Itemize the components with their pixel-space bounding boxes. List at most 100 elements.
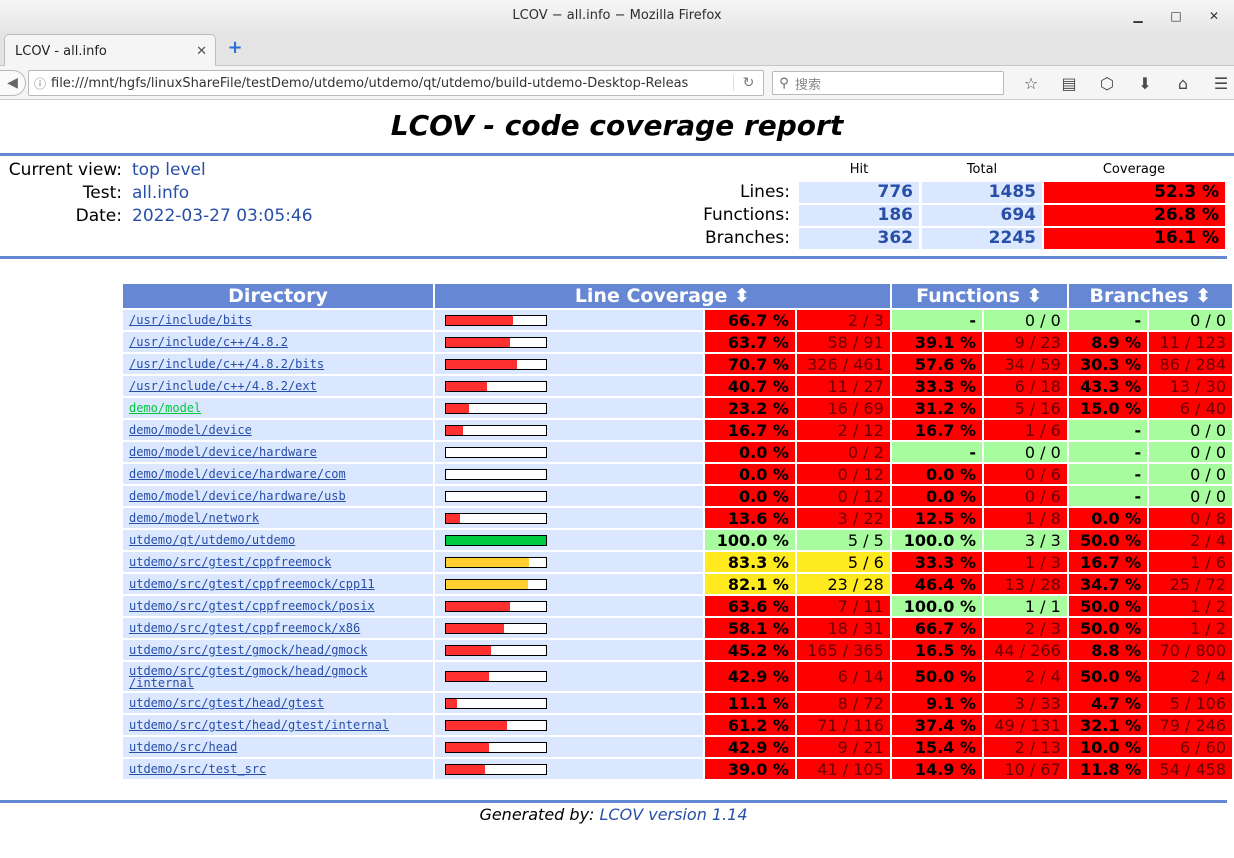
table-row: utdemo/src/gtest/gmock/head/gmock 45.2 % 1…	[123, 640, 1232, 660]
branch-coverage-percent: 50.0 %	[1068, 530, 1148, 550]
info-icon[interactable]: ⓘ	[33, 76, 46, 91]
function-coverage-percent: 100.0 %	[891, 596, 982, 616]
directory-header[interactable]: Directory	[123, 284, 434, 308]
line-coverage-count: 5 / 5	[796, 530, 890, 550]
directory-link[interactable]: utdemo/src/gtest/cppfreemock/cpp11	[129, 577, 375, 591]
close-icon[interactable]: ✕	[1208, 9, 1220, 23]
directory-link[interactable]: utdemo/src/head	[129, 740, 238, 754]
function-coverage-count: 2 / 4	[984, 662, 1067, 691]
function-coverage-percent: 0.0 %	[891, 486, 982, 506]
directory-link[interactable]: utdemo/src/gtest/head/gtest	[129, 696, 325, 710]
table-row: utdemo/src/head 42.9 % 9 / 21 15.4 % 2 / 13 1…	[123, 737, 1232, 757]
reading-list-icon[interactable]: ▤	[1061, 73, 1077, 93]
branch-coverage-percent: 11.8 %	[1068, 759, 1148, 779]
branch-coverage-percent: 10.0 %	[1068, 737, 1148, 757]
directory-link[interactable]: demo/model/device/hardware/usb	[129, 489, 346, 503]
directory-link[interactable]: utdemo/src/test_src	[129, 762, 267, 776]
coverage-bar	[445, 556, 548, 568]
line-coverage-count: 0 / 12	[796, 464, 890, 484]
new-tab-icon[interactable]: +	[227, 37, 243, 58]
line-coverage-header[interactable]: Line Coverage ⬍	[435, 284, 890, 308]
url-text[interactable]: file:///mnt/hgfs/linuxShareFile/testDemo…	[51, 75, 689, 91]
coverage-bar-cell	[435, 376, 703, 396]
function-coverage-percent: 100.0 %	[891, 530, 982, 550]
branches-header[interactable]: Branches ⬍	[1068, 284, 1232, 308]
tab-lcov[interactable]: LCOV - all.info ✕	[4, 34, 216, 67]
coverage-bar	[445, 490, 548, 502]
line-coverage-percent: 42.9 %	[704, 737, 795, 757]
pocket-icon[interactable]: ⬡	[1100, 73, 1114, 93]
branch-coverage-count: 70 / 800	[1149, 640, 1232, 660]
branch-coverage-percent: 43.3 %	[1068, 376, 1148, 396]
branch-coverage-percent: 50.0 %	[1068, 596, 1148, 616]
function-coverage-count: 1 / 1	[984, 596, 1067, 616]
tab-close-icon[interactable]: ✕	[196, 43, 207, 59]
directory-link[interactable]: demo/model/device/hardware/com	[129, 467, 346, 481]
header-ruler	[0, 153, 1234, 156]
functions-header[interactable]: Functions ⬍	[891, 284, 1067, 308]
minimize-icon[interactable]: ▁	[1133, 9, 1143, 23]
branch-coverage-count: 0 / 0	[1149, 420, 1232, 440]
directory-link[interactable]: /usr/include/c++/4.8.2/bits	[129, 357, 325, 371]
coverage-bar	[445, 644, 548, 656]
function-coverage-percent: 33.3 %	[891, 552, 982, 572]
lcov-version-link[interactable]: LCOV version 1.14	[599, 805, 748, 824]
directory-link[interactable]: utdemo/src/gtest/gmock/head/gmock	[129, 643, 368, 657]
line-coverage-count: 9 / 21	[796, 737, 890, 757]
directory-link[interactable]: utdemo/qt/utdemo/utdemo	[129, 533, 296, 547]
coverage-bar-cell	[435, 420, 703, 440]
coverage-bar	[445, 336, 548, 348]
coverage-bar-fill	[446, 720, 508, 730]
directory-link[interactable]: /usr/include/c++/4.8.2	[129, 335, 288, 349]
summary-coverage-header: Coverage	[1102, 162, 1166, 177]
directory-table: Directory Line Coverage ⬍ Functions ⬍ Br…	[121, 282, 1234, 781]
line-coverage-percent: 58.1 %	[704, 618, 795, 638]
coverage-bar	[445, 600, 548, 612]
function-coverage-percent: 12.5 %	[891, 508, 982, 528]
search-input[interactable]: ⚲ 搜索	[772, 71, 1004, 95]
directory-link[interactable]: utdemo/src/gtest/gmock/head/gmock /inter…	[129, 663, 368, 690]
function-coverage-count: 0 / 0	[984, 442, 1067, 462]
line-coverage-percent: 63.7 %	[704, 332, 795, 352]
current-view-value[interactable]: top level	[132, 160, 206, 180]
coverage-bar-cell	[435, 486, 703, 506]
directory-cell: utdemo/src/gtest/cppfreemock/x86	[123, 618, 434, 638]
menu-icon[interactable]: ☰	[1213, 73, 1229, 93]
directory-link[interactable]: demo/model	[129, 401, 202, 415]
summary-functions-hit: 186	[799, 205, 919, 226]
coverage-bar-fill	[446, 698, 458, 708]
coverage-bar	[445, 512, 548, 524]
line-coverage-count: 2 / 3	[796, 310, 890, 330]
coverage-bar-cell	[435, 596, 703, 616]
directory-link[interactable]: utdemo/src/gtest/head/gtest/internal	[129, 718, 390, 732]
coverage-bar-cell	[435, 693, 703, 713]
function-coverage-count: 3 / 3	[984, 530, 1067, 550]
directory-link[interactable]: /usr/include/c++/4.8.2/ext	[129, 379, 317, 393]
download-icon[interactable]: ⬇	[1138, 73, 1152, 93]
coverage-bar	[445, 741, 548, 753]
coverage-bar-cell	[435, 759, 703, 779]
bookmark-star-icon[interactable]: ☆	[1023, 73, 1039, 93]
directory-link[interactable]: utdemo/src/gtest/cppfreemock/x86	[129, 621, 361, 635]
directory-link[interactable]: utdemo/src/gtest/cppfreemock/posix	[129, 599, 375, 613]
line-coverage-percent: 11.1 %	[704, 693, 795, 713]
footer-ruler	[0, 800, 1227, 803]
url-bar[interactable]: ⓘ file:///mnt/hgfs/linuxShareFile/testDe…	[28, 70, 764, 96]
directory-table-body: /usr/include/bits 66.7 % 2 / 3-0 / 0-0 / 0…	[123, 310, 1232, 779]
function-coverage-count: 1 / 6	[984, 420, 1067, 440]
coverage-bar-cell	[435, 552, 703, 572]
directory-link[interactable]: /usr/include/bits	[129, 313, 252, 327]
home-icon[interactable]: ⌂	[1177, 73, 1189, 93]
back-arrow-icon[interactable]: ◀	[0, 70, 26, 96]
directory-cell: demo/model/device/hardware	[123, 442, 434, 462]
branch-coverage-percent: -	[1068, 442, 1148, 462]
directory-link[interactable]: demo/model/device/hardware	[129, 445, 317, 459]
reload-icon[interactable]: ↻	[733, 75, 763, 91]
directory-link[interactable]: demo/model/device	[129, 423, 252, 437]
directory-link[interactable]: demo/model/network	[129, 511, 260, 525]
navigation-bar: ◀ ⓘ file:///mnt/hgfs/linuxShareFile/test…	[0, 66, 1234, 100]
maximize-icon[interactable]: □	[1170, 9, 1182, 23]
branch-coverage-count: 6 / 40	[1149, 398, 1232, 418]
directory-link[interactable]: utdemo/src/gtest/cppfreemock	[129, 555, 332, 569]
function-coverage-count: 1 / 3	[984, 552, 1067, 572]
